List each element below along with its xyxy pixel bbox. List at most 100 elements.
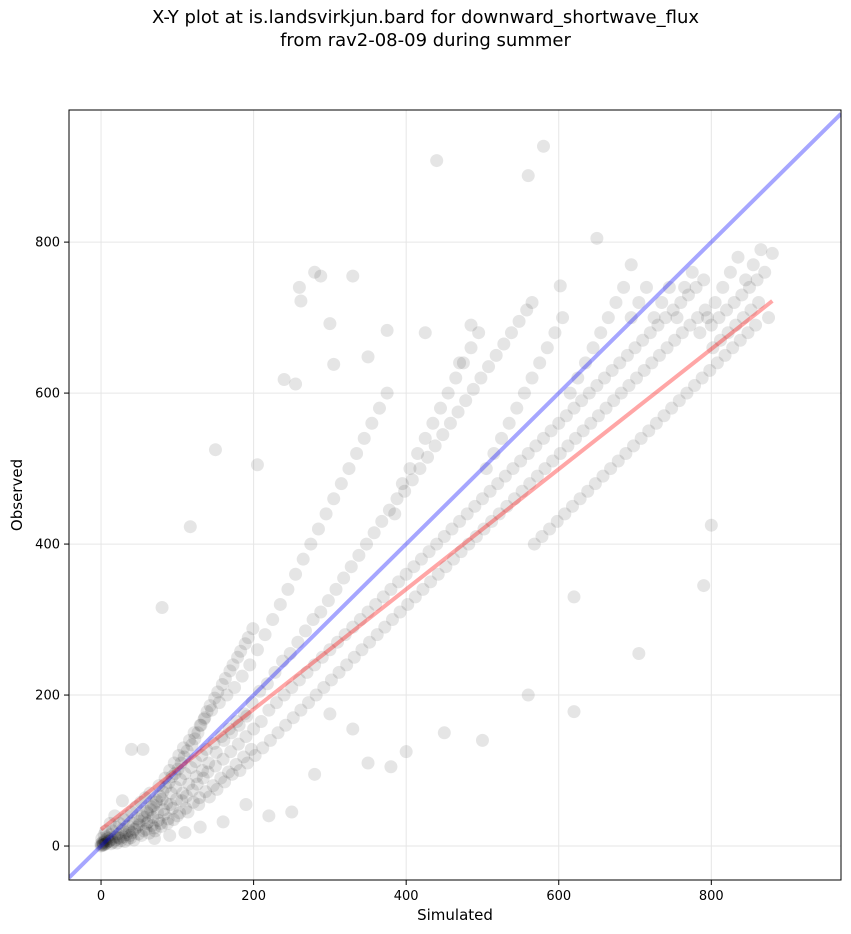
y-tick-label: 200	[35, 689, 60, 704]
data-point	[556, 311, 570, 325]
data-point	[125, 825, 139, 839]
data-point	[624, 258, 638, 272]
data-point	[94, 839, 108, 853]
data-point	[428, 439, 442, 453]
data-point	[567, 401, 581, 415]
data-point	[127, 833, 141, 847]
data-point	[639, 280, 653, 294]
data-point	[140, 816, 154, 830]
data-point	[395, 477, 409, 491]
data-point	[135, 809, 149, 823]
data-point	[590, 379, 604, 393]
data-point	[128, 822, 142, 836]
data-point	[363, 635, 377, 649]
y-tick-label: 600	[35, 387, 60, 402]
data-point	[525, 296, 539, 309]
data-point	[106, 835, 120, 849]
data-point	[453, 514, 467, 528]
data-point	[752, 296, 766, 309]
data-point	[607, 394, 621, 408]
data-point	[346, 620, 360, 634]
data-point	[657, 409, 671, 423]
data-point	[424, 575, 438, 589]
data-point	[237, 707, 251, 721]
data-point	[492, 507, 506, 521]
data-point	[558, 507, 572, 521]
data-point	[680, 386, 694, 400]
data-point	[243, 658, 257, 672]
data-point	[118, 835, 132, 848]
data-point	[327, 492, 341, 506]
data-point	[121, 832, 135, 846]
data-point	[721, 326, 735, 340]
data-point	[685, 265, 699, 279]
data-point	[527, 537, 541, 551]
data-point	[286, 711, 300, 725]
data-point	[421, 450, 435, 464]
axis-ticks: 0 200 400 600 800 0 200 400 600 800	[35, 236, 724, 904]
data-point	[220, 688, 234, 702]
data-point	[716, 280, 730, 294]
data-point	[277, 688, 291, 702]
data-point	[294, 703, 308, 717]
x-axis-label: Simulated	[417, 906, 493, 924]
data-point	[548, 326, 562, 340]
data-point	[202, 790, 216, 804]
data-point	[256, 741, 270, 755]
data-point	[361, 605, 375, 619]
data-point	[96, 838, 110, 852]
data-point	[101, 831, 115, 845]
data-point	[655, 296, 669, 309]
data-point	[576, 424, 590, 438]
data-point	[594, 326, 608, 340]
data-point	[668, 333, 682, 347]
data-point	[192, 798, 206, 812]
data-point	[346, 722, 360, 736]
data-point	[163, 798, 177, 812]
data-point	[475, 492, 489, 506]
data-point	[510, 401, 524, 415]
y-tick-label: 400	[35, 538, 60, 553]
data-point	[643, 326, 657, 340]
data-point	[619, 446, 633, 460]
data-point	[131, 827, 145, 841]
data-point	[346, 269, 360, 283]
data-point	[102, 835, 116, 848]
data-point	[298, 624, 312, 638]
data-point	[234, 644, 248, 658]
data-point	[460, 507, 474, 521]
data-point	[226, 658, 240, 672]
data-point	[245, 696, 259, 710]
data-point	[632, 296, 646, 309]
data-point	[97, 828, 111, 842]
data-point	[375, 514, 389, 528]
data-point	[230, 714, 244, 728]
data-point	[361, 350, 375, 364]
data-point	[231, 737, 245, 751]
data-point	[563, 386, 577, 400]
data-point	[211, 685, 225, 699]
data-point	[588, 477, 602, 491]
data-point	[434, 401, 448, 415]
data-point	[350, 446, 364, 460]
data-point	[140, 804, 154, 818]
data-point	[697, 273, 711, 287]
data-point	[113, 831, 127, 845]
data-point	[222, 722, 236, 736]
data-point	[535, 530, 549, 544]
data-point	[385, 613, 399, 627]
data-point	[495, 431, 509, 445]
data-point	[100, 830, 114, 844]
data-point	[183, 733, 197, 747]
data-point	[469, 530, 483, 544]
data-point	[271, 726, 285, 740]
data-point	[337, 571, 351, 585]
data-point	[408, 590, 422, 604]
data-point	[281, 582, 295, 596]
data-point	[627, 439, 641, 453]
data-point	[217, 733, 231, 747]
data-point	[240, 709, 254, 723]
data-point	[168, 767, 182, 781]
data-point	[239, 798, 253, 812]
data-point	[739, 273, 753, 287]
